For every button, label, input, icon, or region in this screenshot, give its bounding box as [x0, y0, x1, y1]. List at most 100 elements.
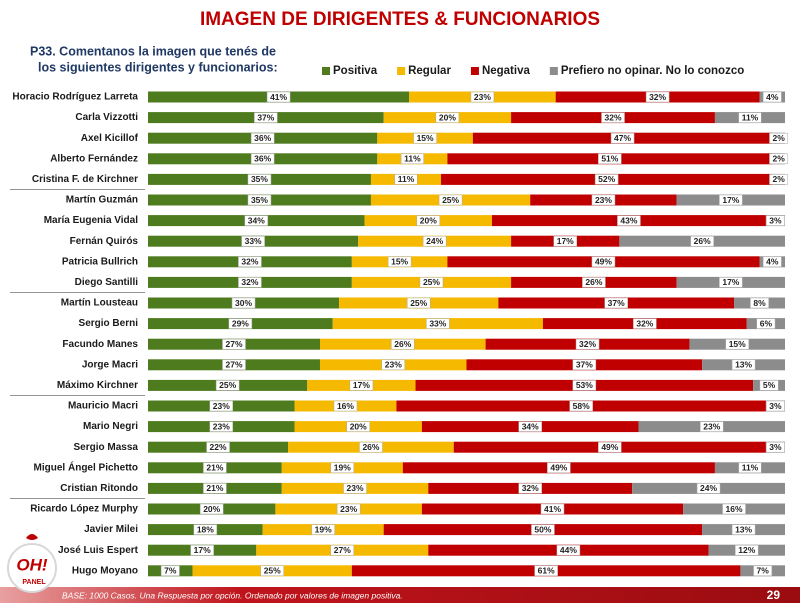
value-label-box [206, 441, 230, 453]
value-label-box [203, 462, 227, 474]
value-label-box [406, 297, 431, 309]
page-number: 29 [767, 588, 781, 602]
value-label-box [735, 544, 759, 556]
value-label: 35% [251, 174, 268, 184]
value-label: 32% [579, 339, 596, 349]
value-label: 11% [742, 463, 759, 473]
value-label-box [426, 318, 450, 329]
value-label: 23% [595, 195, 612, 205]
value-label: 17% [194, 545, 211, 555]
value-label-box [604, 297, 628, 309]
value-label: 51% [601, 154, 618, 164]
value-label: 23% [213, 421, 230, 431]
value-label-box [753, 565, 773, 577]
footnote: BASE: 1000 Casos. Una Respuesta por opci… [62, 590, 403, 600]
category-label: Jorge Macri [82, 359, 138, 370]
value-label: 21% [206, 463, 223, 473]
value-label-box [738, 462, 762, 474]
value-label: 21% [206, 483, 223, 493]
value-label: 26% [585, 277, 602, 287]
value-label-box [349, 380, 374, 391]
value-label-box [203, 483, 227, 494]
value-label: 15% [417, 133, 434, 143]
value-label: 4% [766, 92, 779, 102]
value-label-box [160, 565, 180, 577]
value-label: 25% [219, 380, 236, 390]
category-label: Alberto Fernández [50, 153, 138, 164]
category-label: Miguel Ángel Pichetto [34, 460, 138, 473]
category-label: Javier Milei [84, 524, 138, 535]
value-label: 26% [362, 442, 379, 452]
value-label: 25% [442, 195, 459, 205]
value-label-box [591, 194, 616, 206]
category-label: Martín Guzmán [66, 195, 138, 206]
value-label-box [244, 215, 269, 226]
value-label: 11% [398, 174, 415, 184]
value-label: 3% [769, 215, 782, 225]
value-label: 26% [694, 236, 711, 246]
value-label-box [199, 503, 224, 515]
value-label-box [762, 256, 782, 268]
logo-icon [26, 534, 38, 540]
legend-swatch [470, 67, 479, 75]
value-label-box [381, 359, 406, 371]
value-label: 36% [254, 133, 271, 143]
value-label: 32% [522, 483, 539, 493]
value-label: 27% [334, 545, 351, 555]
value-label: 36% [254, 154, 271, 164]
value-label: 20% [439, 112, 456, 122]
value-label-box [422, 235, 447, 247]
value-label: 19% [315, 524, 332, 534]
value-label: 17% [722, 277, 739, 287]
value-label: 15% [391, 257, 408, 267]
value-label: 3% [769, 442, 782, 452]
value-label-box [419, 277, 444, 288]
value-label: 49% [550, 463, 567, 473]
value-label-box [470, 91, 495, 103]
value-label-box [346, 421, 370, 432]
value-label-box [394, 174, 418, 185]
value-label: 32% [636, 318, 653, 328]
value-label-box [215, 380, 240, 391]
category-label: Cristian Ritondo [60, 483, 138, 494]
value-label-box [333, 400, 358, 412]
value-label: 16% [726, 504, 743, 514]
subtitle: los siguientes dirigentes y funcionarios… [38, 60, 278, 74]
value-label: 17% [353, 380, 370, 390]
value-label-box [731, 524, 756, 535]
value-label-box [699, 421, 724, 432]
value-label: 22% [210, 442, 227, 452]
value-label-box [610, 132, 635, 144]
value-label-box [731, 359, 756, 371]
value-label-box [534, 565, 558, 577]
category-label: Cristina F. de Kirchner [32, 174, 138, 185]
value-label: 25% [423, 277, 440, 287]
legend-swatch [549, 67, 558, 75]
value-label: 34% [522, 421, 539, 431]
category-label: Mario Negri [83, 421, 138, 432]
value-label: 25% [410, 298, 427, 308]
value-label-box [690, 235, 714, 247]
category-label: Fernán Quirós [70, 236, 139, 247]
value-label: 37% [257, 112, 274, 122]
value-label-box [387, 256, 412, 268]
category-label: Mauricio Macri [68, 401, 138, 412]
value-label-box [247, 174, 272, 185]
value-label: 24% [426, 236, 443, 246]
value-label: 32% [241, 277, 258, 287]
value-label-box [598, 153, 622, 165]
subtitle: P33. Comentanos la imagen que tenés de [30, 44, 276, 58]
logo-circle [7, 543, 57, 593]
legend-label: Positiva [333, 65, 378, 77]
legend-swatch [397, 67, 406, 75]
value-label-box [633, 318, 657, 329]
value-label-box [766, 215, 785, 226]
value-label: 50% [534, 524, 551, 534]
value-label: 17% [722, 195, 739, 205]
value-label: 61% [538, 566, 555, 576]
value-label-box [336, 503, 361, 515]
value-label: 7% [757, 566, 770, 576]
value-label-box [241, 235, 265, 247]
value-label-box [769, 174, 789, 185]
value-label-box [238, 277, 262, 288]
